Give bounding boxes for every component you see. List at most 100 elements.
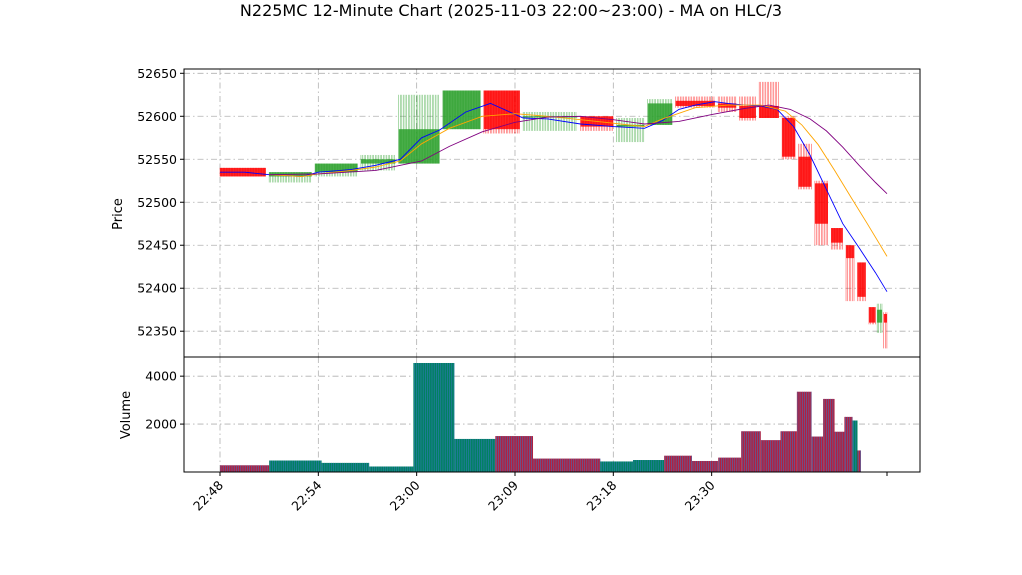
volume-axis-label: Volume (119, 391, 134, 439)
volume-bar-fill (454, 438, 496, 472)
volume-bar (844, 416, 853, 472)
volume-bar-fill (269, 460, 322, 472)
volume-bar (321, 462, 370, 472)
price-tick-label: 52500 (137, 195, 177, 210)
volume-bar (852, 420, 858, 472)
volume-bar (780, 431, 797, 472)
ma-line-3 (269, 104, 888, 195)
volume-bar (664, 455, 692, 472)
candle-down (798, 143, 812, 190)
volume-bar (369, 466, 414, 472)
price-panel: 52350 52400 52450 52500 52550 52600 52650 Pric… (111, 66, 921, 358)
volume-bar-fill (632, 460, 665, 472)
price-y-ticks: 52350 52400 52450 52500 52550 52600 52650 (137, 66, 184, 339)
time-tick-label: 23:00 (387, 477, 423, 513)
volume-plot-frame (183, 356, 921, 473)
time-x-ticks: 22:48 22:54 23:00 23:09 23:18 23:30 (190, 472, 888, 514)
volume-bar (533, 458, 601, 472)
candle-up (616, 118, 645, 143)
price-tick-label: 52650 (137, 66, 177, 81)
time-tick-label: 22:48 (190, 477, 226, 513)
volume-panel: 2000 4000 Volume (119, 356, 921, 473)
volume-bar-fill (533, 458, 601, 472)
volume-bar (823, 398, 835, 472)
volume-bar (495, 436, 534, 472)
candle-body (360, 159, 396, 164)
chart-title: N225MC 12-Minute Chart (2025-11-03 22:00… (240, 1, 782, 20)
candle-body (868, 307, 876, 323)
price-candles (219, 81, 888, 349)
candle-down (868, 307, 876, 325)
volume-bar (796, 391, 812, 472)
volume-tick-label: 2000 (145, 417, 177, 432)
candle-body (675, 100, 715, 106)
candle-down (758, 81, 779, 119)
volume-bar-fill (823, 398, 835, 472)
ma-line-2 (269, 104, 888, 257)
volume-bar-fill (852, 420, 858, 472)
candle-body (814, 183, 829, 224)
price-tick-label: 52400 (137, 281, 177, 296)
volume-bar-fill (691, 460, 719, 472)
candle-body (857, 262, 866, 297)
candle-body (442, 90, 481, 130)
volume-bar-fill (220, 465, 270, 472)
price-tick-label: 52600 (137, 109, 177, 124)
time-tick-label: 23:09 (485, 477, 521, 513)
volume-bar (600, 461, 633, 472)
volume-bar (811, 436, 824, 472)
candle-body (877, 309, 883, 323)
candle-down (831, 228, 843, 250)
ma-line-1 (220, 101, 888, 292)
candle-body (831, 228, 843, 243)
candle-body (846, 245, 855, 259)
volume-bar (718, 457, 742, 472)
price-tick-label: 52550 (137, 152, 177, 167)
time-tick-label: 23:18 (583, 477, 619, 513)
candle-body (315, 163, 358, 173)
volume-bar (760, 440, 781, 472)
volume-bar (834, 431, 845, 472)
candle-body (883, 314, 887, 323)
volume-bar (857, 450, 862, 472)
candle-down (883, 312, 888, 349)
volume-bar-fill (857, 450, 861, 472)
volume-bar (220, 465, 270, 472)
volume-bar-fill (369, 466, 414, 472)
candle-body (483, 90, 520, 130)
candle-down (580, 116, 614, 131)
candle-body (616, 124, 645, 127)
time-tick-label: 23:30 (682, 477, 718, 513)
candle-up (398, 94, 440, 164)
volume-bar (269, 460, 322, 472)
volume-tick-label: 4000 (145, 369, 177, 384)
volume-bar-fill (413, 362, 455, 472)
volume-bar-fill (718, 457, 742, 472)
candle-down (781, 116, 796, 160)
volume-bar-fill (834, 431, 845, 472)
candle-up (442, 90, 481, 130)
volume-bar-fill (321, 462, 370, 472)
candle-down (675, 96, 715, 108)
candle-down (857, 262, 866, 302)
volume-bar (691, 460, 719, 472)
time-tick-label: 22:54 (288, 477, 324, 513)
moving-average-lines (220, 101, 888, 292)
volume-bars (220, 362, 862, 472)
candle-down (845, 245, 855, 302)
candle-body (798, 156, 812, 187)
volume-bar-fill (811, 436, 824, 472)
volume-bar (454, 438, 496, 472)
volume-bar (413, 362, 455, 472)
volume-bar (741, 431, 761, 472)
candle-down (483, 90, 520, 134)
candle-body (647, 103, 673, 125)
volume-y-ticks: 2000 4000 (145, 369, 184, 432)
price-tick-label: 52350 (137, 324, 177, 339)
candle-body (782, 118, 796, 157)
candle-up (876, 303, 883, 333)
price-tick-label: 52450 (137, 238, 177, 253)
candle-up (647, 99, 673, 125)
candle-down (814, 180, 829, 246)
